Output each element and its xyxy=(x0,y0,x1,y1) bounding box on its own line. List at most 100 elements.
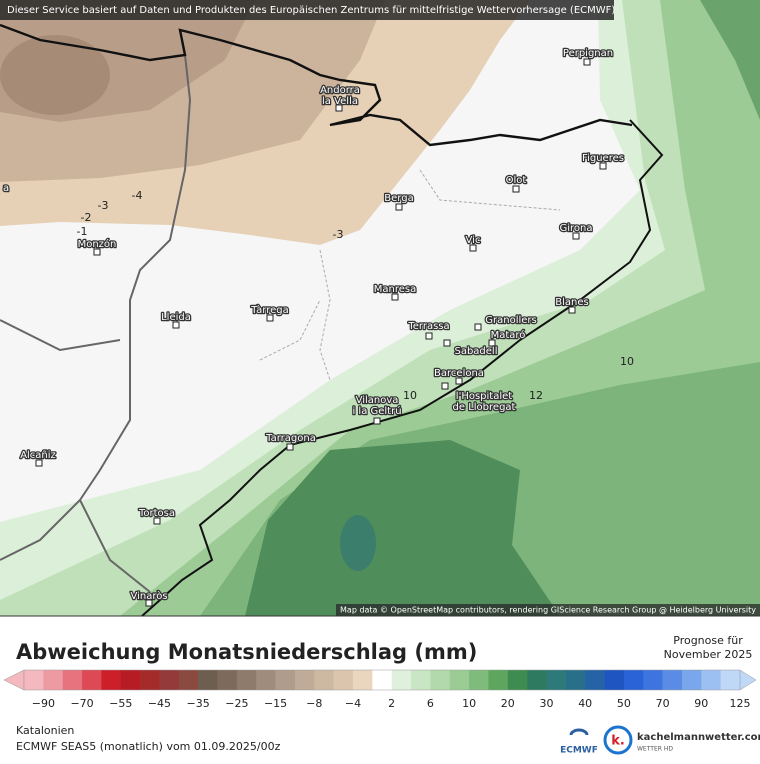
legend-tick-label: −8 xyxy=(306,697,322,710)
contour-label: -3 xyxy=(98,199,109,212)
zone xyxy=(245,440,560,616)
city-label: Perpignan xyxy=(563,48,613,59)
legend-tick-label: −55 xyxy=(109,697,132,710)
city-label: Girona xyxy=(559,223,592,234)
city-label: Tarragona xyxy=(265,433,316,444)
city-marker xyxy=(145,599,153,607)
legend-tick-label: −90 xyxy=(32,697,55,710)
legend-swatch xyxy=(198,670,218,690)
legend-swatch xyxy=(352,670,373,690)
city-label: l'Hospitalet xyxy=(456,391,512,402)
city-marker xyxy=(474,323,482,331)
legend-swatch xyxy=(643,670,663,690)
contour-label: -4 xyxy=(132,189,143,202)
city-marker xyxy=(172,321,180,329)
legend-swatch xyxy=(546,670,567,690)
legend-swatch xyxy=(140,670,160,690)
legend-swatch xyxy=(333,670,354,690)
city-marker xyxy=(583,58,591,66)
logo-k: k. xyxy=(611,734,625,749)
logo-text: ECMWF xyxy=(560,746,598,756)
legend-swatch xyxy=(217,670,238,690)
city-label: Manresa xyxy=(374,284,416,295)
city-marker xyxy=(391,293,399,301)
city-label: Tàrrega xyxy=(250,304,289,316)
title: Abweichung Monatsniederschlag (mm) xyxy=(16,640,477,664)
legend-tick-label: 90 xyxy=(694,697,708,710)
legend-swatch xyxy=(681,670,702,690)
legend-swatch xyxy=(256,670,276,690)
legend-tick-label: −4 xyxy=(345,697,361,710)
city-label: Figueres xyxy=(582,153,624,164)
city-marker xyxy=(455,377,463,385)
city-marker xyxy=(153,517,161,525)
zone xyxy=(0,35,110,115)
city-marker xyxy=(488,339,496,347)
city-label: Terrassa xyxy=(407,321,449,332)
legend-tick-label: 20 xyxy=(501,697,515,710)
border xyxy=(0,54,192,593)
legend-swatch xyxy=(275,670,296,690)
city-label: a xyxy=(3,183,9,194)
ecmwf-logo: ECMWF xyxy=(560,728,598,756)
legend-tick-label: 2 xyxy=(388,697,395,710)
city-label: Tortosa xyxy=(138,508,175,519)
logo-site: kachelmannwetter.com xyxy=(637,732,760,743)
city-marker xyxy=(335,104,343,112)
contour-label: 12 xyxy=(529,389,543,402)
legend-swatch xyxy=(507,670,528,690)
legend-swatch xyxy=(24,670,44,690)
legend-tick-label: −25 xyxy=(225,697,248,710)
contour-label: -1 xyxy=(77,225,88,238)
city-label: Andorra xyxy=(320,85,360,96)
border xyxy=(259,169,561,381)
legend-swatch xyxy=(411,670,431,690)
city-marker xyxy=(425,332,433,340)
border xyxy=(0,23,633,147)
legend-swatch xyxy=(449,670,470,690)
legend-swatch xyxy=(430,670,451,690)
zone xyxy=(340,515,376,571)
attribution-bar xyxy=(336,604,760,616)
contour-label: 10 xyxy=(403,389,417,402)
city-label: Vilanova xyxy=(356,395,399,406)
city-label: Vic xyxy=(466,235,481,246)
legend-tick-label: 30 xyxy=(539,697,553,710)
city-label: Vinaròs xyxy=(130,590,167,602)
city-marker xyxy=(469,244,477,252)
legend-swatch xyxy=(178,670,199,690)
city-label: Berga xyxy=(384,193,413,204)
contour-label: -2 xyxy=(81,211,92,224)
legend-tick-label: 50 xyxy=(617,697,631,710)
city-label: Sabadell xyxy=(454,346,497,357)
legend-tick-label: −45 xyxy=(148,697,171,710)
forecast-label: Prognose für xyxy=(673,634,743,647)
attribution: Map data © OpenStreetMap contributors, r… xyxy=(340,606,756,615)
city-label: i la Geltrú xyxy=(352,405,401,417)
city-marker xyxy=(441,382,449,390)
city-label: Mataró xyxy=(491,329,526,341)
logo-mark xyxy=(569,728,589,736)
city-label: Olot xyxy=(506,175,527,186)
contour-label: 10 xyxy=(620,355,634,368)
city-marker xyxy=(599,162,607,170)
legend-swatch xyxy=(469,670,489,690)
header-bar xyxy=(0,0,614,20)
city-label: la Vella xyxy=(322,96,358,107)
city-marker xyxy=(93,248,101,256)
city-label: Granollers xyxy=(485,315,536,326)
logo-ring xyxy=(603,725,633,755)
logo-sub: WETTER HD xyxy=(637,746,673,753)
coastline xyxy=(141,119,664,617)
legend-tick-label: −70 xyxy=(70,697,93,710)
legend-swatch xyxy=(585,670,605,690)
city-label: Alcañiz xyxy=(20,450,56,461)
legend-swatch xyxy=(82,670,102,690)
legend-tick-label: −35 xyxy=(187,697,210,710)
legend-swatch xyxy=(701,670,721,690)
legend-swatch xyxy=(372,670,392,690)
city-marker xyxy=(395,203,403,211)
legend-swatch xyxy=(527,670,547,690)
